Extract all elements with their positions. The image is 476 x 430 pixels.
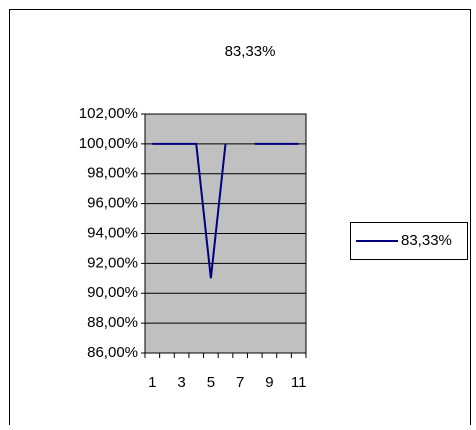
y-tick-label: 96,00% [87,195,138,212]
y-tick-label: 94,00% [87,224,138,241]
x-tick-label: 9 [265,374,273,391]
y-tick-label: 88,00% [87,314,138,331]
series-line [152,142,299,279]
y-tick-label: 98,00% [87,165,138,182]
y-tick-label: 100,00% [79,135,138,152]
x-tick-label: 1 [148,374,156,391]
y-tick-label: 86,00% [87,344,138,361]
x-tick-label: 7 [236,374,244,391]
chart-title: 83,33% [225,43,276,60]
y-tick-label: 92,00% [87,254,138,271]
x-tick-label: 3 [177,374,185,391]
y-tick-label: 90,00% [87,284,138,301]
y-tick-label: 102,00% [79,105,138,122]
x-tick-label: 5 [207,374,215,391]
x-tick-label: 11 [291,374,307,391]
legend-label: 83,33% [401,232,452,249]
